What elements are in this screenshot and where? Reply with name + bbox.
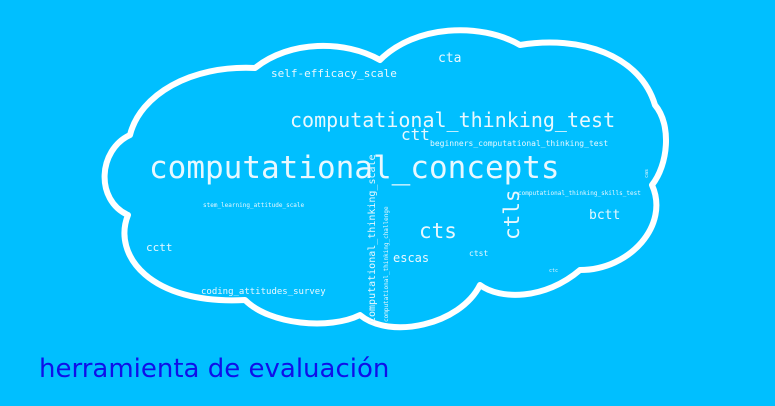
word-escas: escas — [393, 251, 430, 265]
caption: herramienta de evaluación — [39, 354, 390, 384]
word-cts: cts — [419, 219, 457, 243]
word-ctt: ctt — [401, 125, 430, 144]
word-ct-scale: computational_thinking_scale — [367, 154, 378, 323]
word-ct-challenge: computational_thinking_challenge — [383, 206, 390, 322]
word-ctls: ctls — [500, 189, 524, 240]
word-computational-thinking-test: computational_thinking_test — [290, 108, 616, 132]
word-self-efficacy-scale: self-efficacy_scale — [271, 67, 397, 80]
word-beginners-ct-test: beginners_computational_thinking_test — [430, 139, 609, 148]
word-cctt: cctt — [146, 241, 173, 254]
word-cta: cta — [438, 51, 462, 66]
word-ctst: ctst — [469, 249, 489, 258]
word-coding-attitudes-survey: coding_attitudes_survey — [201, 287, 326, 297]
word-computational-concepts: computational_concepts — [149, 150, 560, 186]
word-cas: cas — [644, 168, 650, 178]
word-bctt: bctt — [589, 208, 621, 223]
word-ct-skills-test: computational_thinking_skills_test — [518, 190, 641, 197]
word-stem-learning-attitude-scale: stem_learning_attitude_scale — [203, 202, 305, 209]
word-ctc: ctc — [549, 268, 559, 274]
